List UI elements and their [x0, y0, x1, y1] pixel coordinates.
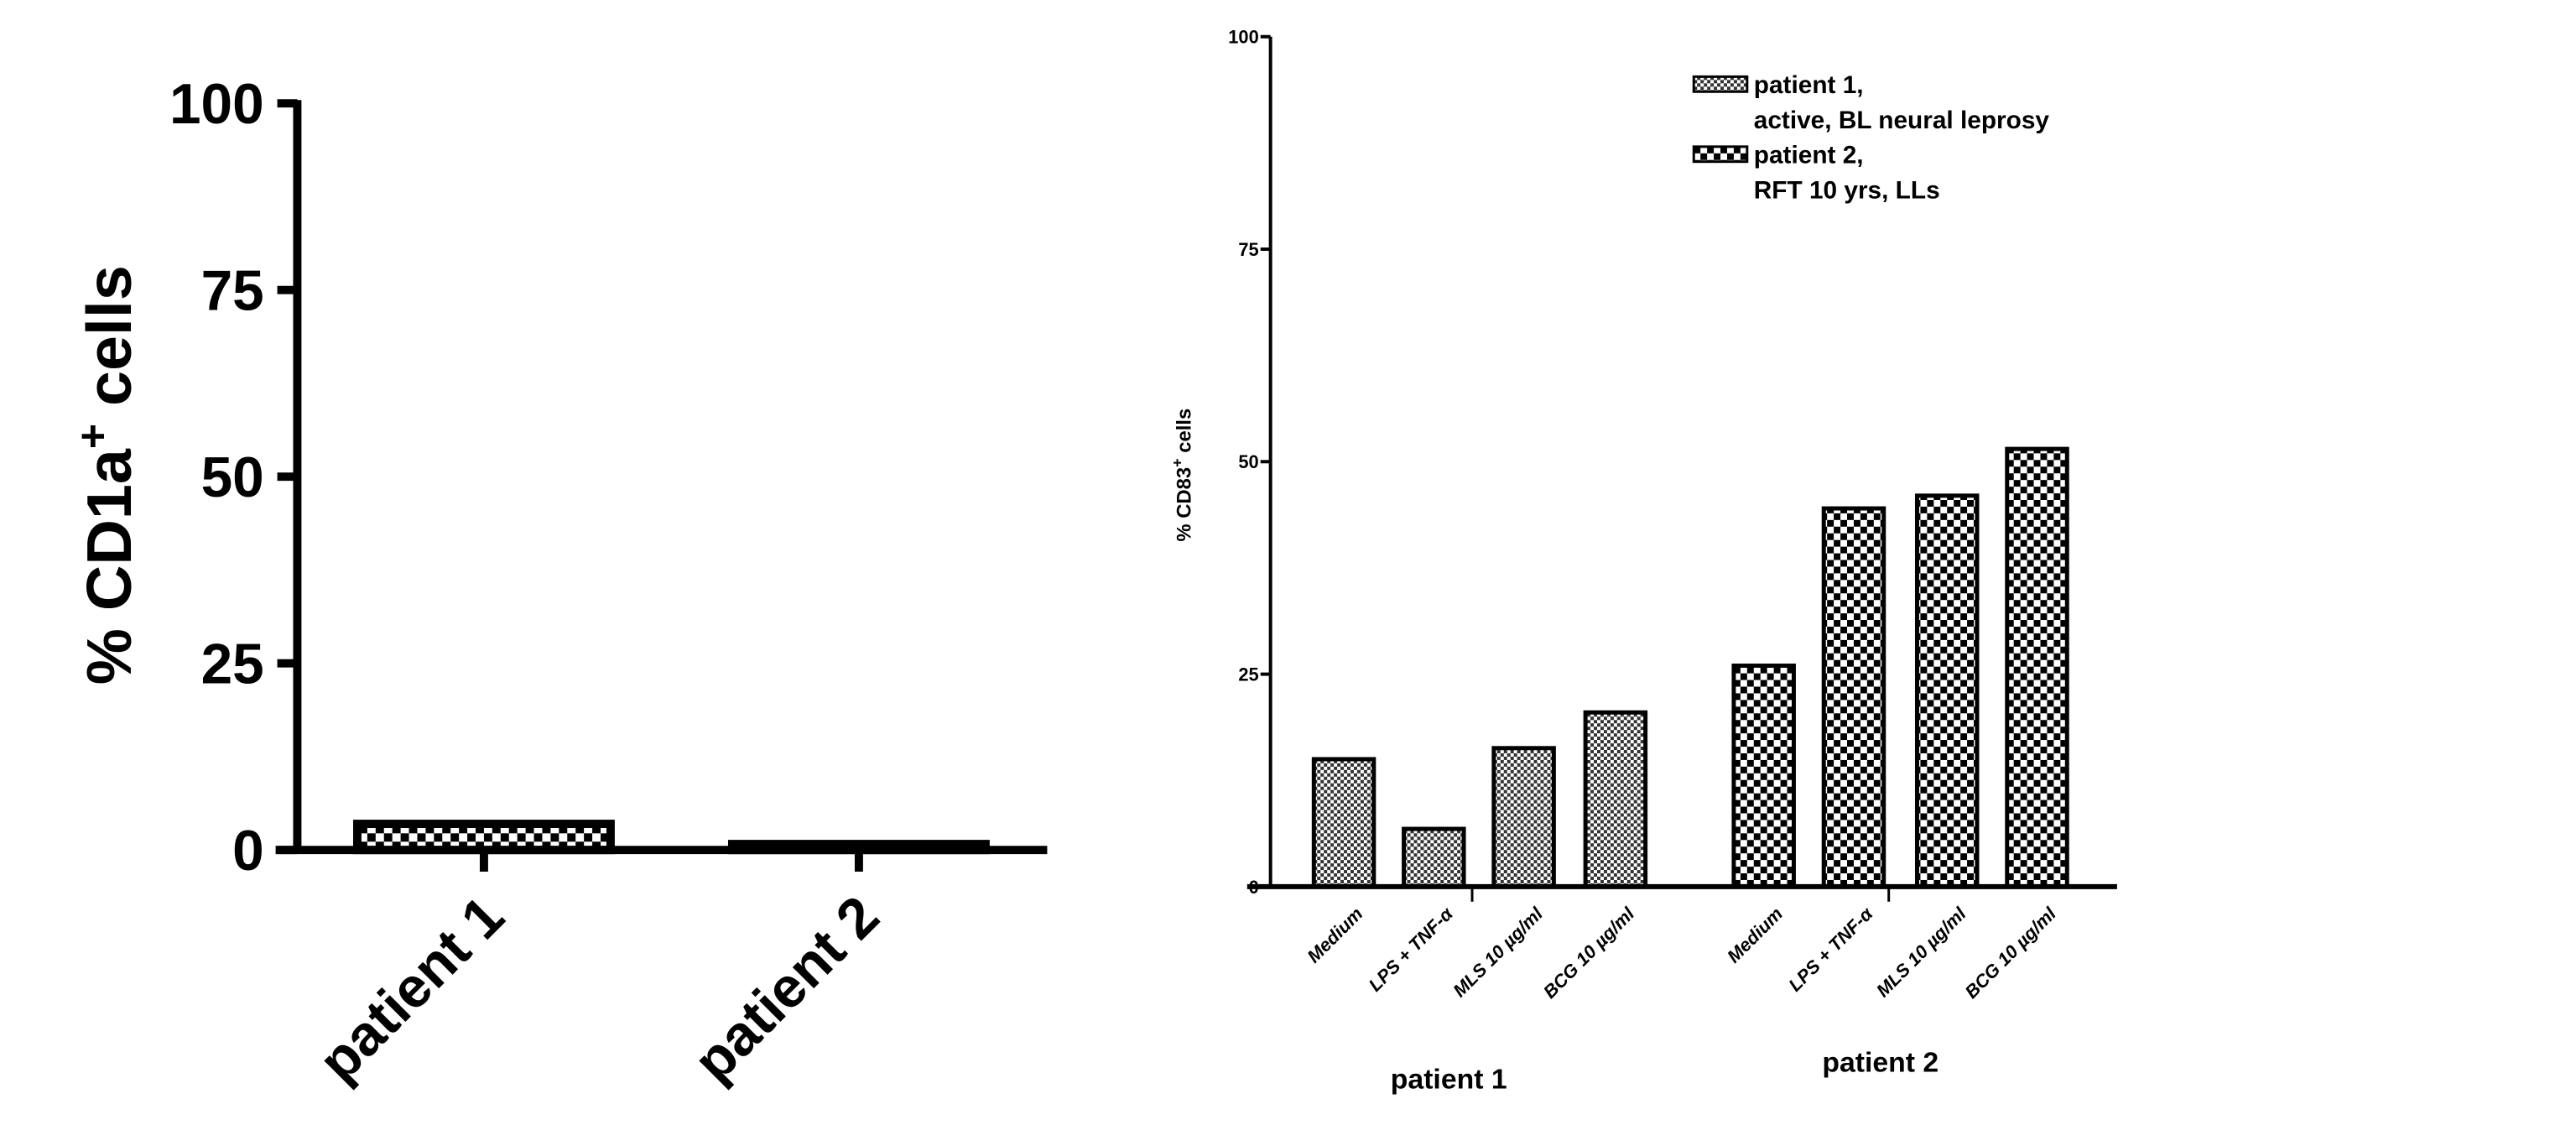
- y-axis-label: % CD83+ cells: [1168, 409, 1195, 542]
- bar: [1491, 746, 1556, 889]
- y-tick-label: 50: [1238, 451, 1258, 472]
- x-tick-label: Medium: [1723, 904, 1787, 967]
- group-label: patient 1: [1391, 1063, 1507, 1095]
- legend-label: RFT 10 yrs, LLs: [1754, 176, 1940, 204]
- x-tick-label: patient 1: [307, 884, 516, 1093]
- legend-swatch-patient-2: [1692, 145, 1749, 164]
- group-label: patient 2: [1822, 1046, 1939, 1078]
- x-tick-label: MLS 10 µg/ml: [1449, 903, 1547, 1001]
- y-tick-label: 100: [169, 73, 264, 136]
- x-tick-label: MLS 10 µg/ml: [1872, 903, 1970, 1001]
- legend-label: patient 2,: [1754, 142, 1864, 169]
- x-tick-label: BCG 10 µg/ml: [1960, 903, 2060, 1003]
- y-tick-label: 0: [232, 820, 264, 883]
- bar: [1821, 506, 1886, 889]
- bar: [1914, 493, 1980, 889]
- x-tick-label: LPS + TNF-α: [1784, 903, 1877, 996]
- legend: patient 1, active, BL neural leprosy pat…: [1692, 71, 2050, 204]
- x-tick-label: patient 2: [682, 884, 891, 1093]
- x-tick-label: LPS + TNF-α: [1365, 903, 1458, 996]
- bar: [1731, 663, 1796, 889]
- x-tick-label: Medium: [1303, 904, 1366, 967]
- legend-label: patient 1,: [1754, 71, 1864, 99]
- bar: [2005, 446, 2069, 889]
- legend-label: active, BL neural leprosy: [1754, 107, 2050, 134]
- bar: [1583, 710, 1648, 889]
- y-tick-label: 50: [201, 446, 264, 509]
- y-tick-label: 100: [1228, 27, 1258, 48]
- bar: [1311, 757, 1376, 889]
- y-axis-label: % CD1a+ cells: [68, 265, 144, 685]
- cd1a-chart: 0 25 50 75 100 patient 1 patient 2 % CD1a+ ce…: [68, 73, 1048, 1094]
- y-tick-label: 25: [1238, 664, 1258, 685]
- bar: [1402, 826, 1466, 889]
- x-tick-label: BCG 10 µg/ml: [1539, 903, 1639, 1003]
- y-tick-label: 0: [1249, 877, 1259, 898]
- y-tick-label: 75: [1238, 239, 1258, 260]
- y-tick-label: 75: [201, 260, 264, 323]
- y-tick-label: 25: [201, 633, 264, 696]
- legend-swatch-patient-1: [1692, 75, 1749, 93]
